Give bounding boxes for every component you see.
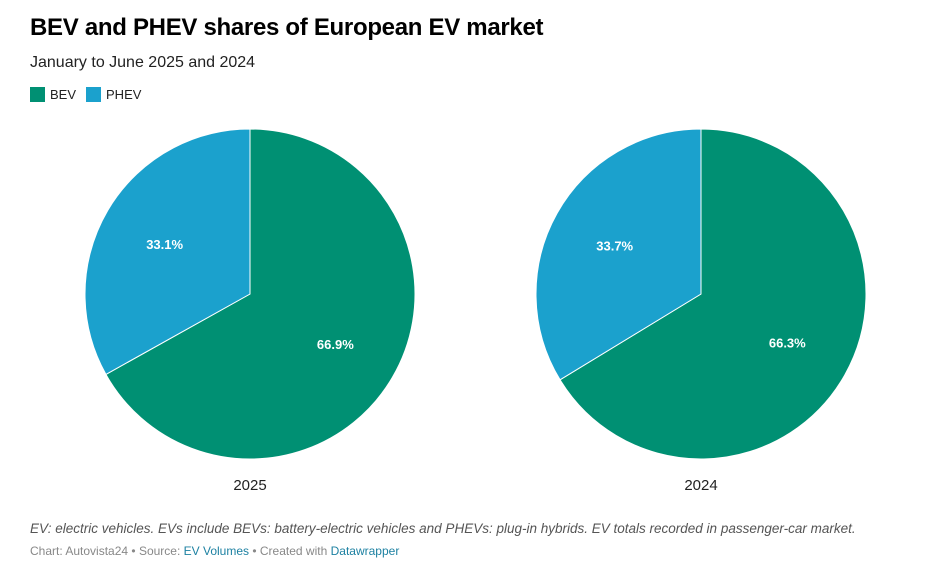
chart-subtitle: January to June 2025 and 2024 xyxy=(30,54,256,71)
chart-byline: Chart: Autovista24 • Source: EV Volumes … xyxy=(30,544,399,558)
legend-swatch-phev xyxy=(86,87,102,102)
pie-charts: 66.9% 33.1% 2025 66.3% 33.7% 2024 xyxy=(84,128,867,494)
datawrapper-link[interactable]: Datawrapper xyxy=(330,544,400,558)
pie-slice-phev-2025 xyxy=(84,128,251,376)
byline-created-prefix: Created with xyxy=(259,544,328,558)
byline-chart: Chart: Autovista24 xyxy=(30,544,129,558)
chart-title: BEV and PHEV shares of European EV marke… xyxy=(30,14,544,41)
slice-label-phev-2025: 33.1% xyxy=(146,237,183,252)
slice-label-bev-2024: 66.3% xyxy=(769,336,806,351)
source-link[interactable]: EV Volumes xyxy=(183,544,250,558)
pie-slice-bev-2024 xyxy=(559,128,867,460)
slice-label-phev-2024: 33.7% xyxy=(596,238,633,253)
byline-sep-2: • xyxy=(249,544,260,558)
chart-notes: EV: electric vehicles. EVs include BEVs:… xyxy=(30,521,856,536)
slice-label-bev-2025: 66.9% xyxy=(317,337,354,352)
pie-2024: 66.3% 33.7% 2024 xyxy=(535,128,867,494)
legend-item-phev: PHEV xyxy=(86,87,141,102)
byline-source-prefix: Source: xyxy=(138,544,181,558)
byline-sep-1: • xyxy=(128,544,139,558)
legend: BEV PHEV xyxy=(30,87,151,102)
legend-label-phev: PHEV xyxy=(106,87,142,102)
pie-2025: 66.9% 33.1% 2025 xyxy=(84,128,416,494)
legend-swatch-bev xyxy=(30,87,45,102)
pie-label-2024: 2024 xyxy=(684,477,717,494)
pie-label-2025: 2025 xyxy=(233,477,266,494)
pie-slice-bev-2025 xyxy=(105,128,416,460)
pie-slice-phev-2024 xyxy=(535,128,702,381)
legend-item-bev: BEV xyxy=(30,87,76,102)
legend-label-bev: BEV xyxy=(50,87,77,102)
